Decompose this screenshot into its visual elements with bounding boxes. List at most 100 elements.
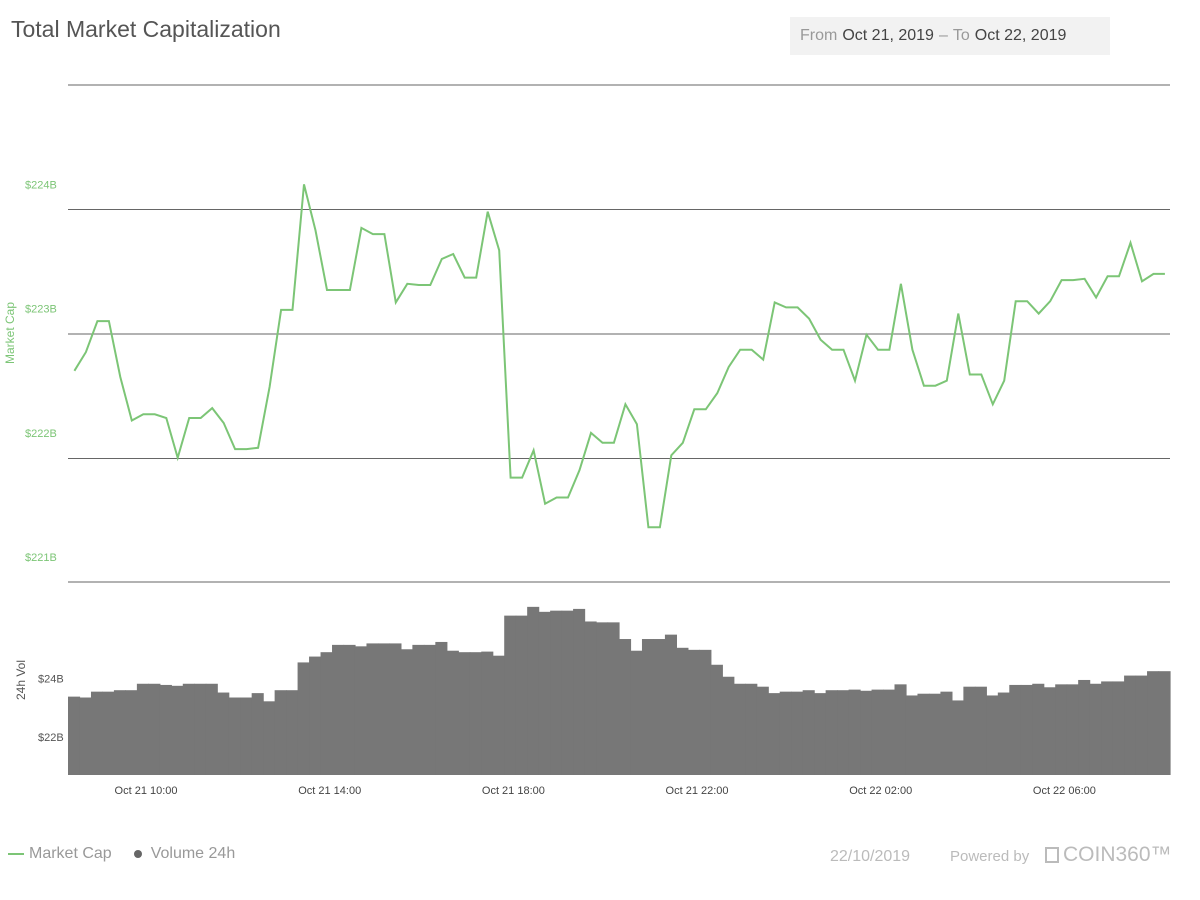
market-cap-y-tick-label: $221B bbox=[25, 552, 57, 564]
volume-bar bbox=[148, 683, 161, 775]
volume-bar bbox=[251, 693, 264, 775]
volume-bar bbox=[1158, 671, 1171, 775]
volume-bar bbox=[951, 700, 964, 775]
volume-bar bbox=[297, 662, 310, 775]
volume-bar bbox=[412, 644, 425, 775]
volume-bar bbox=[871, 689, 884, 775]
volume-bar bbox=[1020, 684, 1033, 775]
volume-bar bbox=[286, 690, 299, 775]
market-cap-swatch bbox=[8, 853, 24, 855]
brand-name: COIN360™ bbox=[1063, 843, 1172, 866]
volume-bar bbox=[458, 652, 471, 775]
volume-bar bbox=[515, 615, 528, 775]
volume-bar bbox=[68, 696, 81, 775]
legend-item-market-cap[interactable]: Market Cap bbox=[8, 845, 112, 863]
volume-bar bbox=[756, 686, 769, 775]
volume-bar bbox=[1066, 684, 1079, 775]
volume-bar bbox=[584, 621, 597, 775]
range-from-label: From bbox=[800, 27, 838, 44]
volume-y-tick-label: $22B bbox=[38, 732, 64, 744]
volume-bar bbox=[263, 701, 276, 775]
volume-bar bbox=[400, 649, 413, 775]
volume-bar bbox=[1032, 683, 1045, 775]
volume-bar bbox=[217, 692, 230, 775]
volume-bar bbox=[492, 655, 505, 775]
volume-bar bbox=[79, 697, 92, 775]
volume-bar bbox=[274, 690, 287, 775]
volume-bar bbox=[722, 676, 735, 775]
chart-title: Total Market Capitalization bbox=[11, 16, 281, 42]
volume-bar bbox=[986, 695, 999, 775]
coin360-logo-icon bbox=[1045, 847, 1059, 863]
volume-bar bbox=[481, 651, 494, 775]
legend-item-volume[interactable]: Volume 24h bbox=[133, 845, 235, 863]
footer-date: 22/10/2019 bbox=[830, 848, 911, 865]
volume-bar bbox=[676, 647, 689, 775]
volume-bar bbox=[974, 686, 987, 775]
volume-bar bbox=[837, 690, 850, 775]
volume-bar bbox=[699, 649, 712, 775]
volume-bar bbox=[354, 646, 368, 775]
volume-bar bbox=[538, 611, 551, 775]
volume-bar bbox=[504, 615, 517, 775]
volume-axis-label: 24h Vol bbox=[14, 660, 28, 700]
volume-bar bbox=[90, 691, 104, 775]
volume-bar bbox=[309, 656, 322, 775]
volume-bar bbox=[228, 697, 241, 775]
volume-bar bbox=[1089, 683, 1102, 775]
volume-bar bbox=[102, 691, 115, 775]
volume-bar bbox=[113, 690, 126, 775]
volume-bar bbox=[389, 643, 402, 775]
volume-bar bbox=[664, 634, 677, 775]
date-range-selector[interactable]: From Oct 21, 2019 – To Oct 22, 2019 bbox=[790, 17, 1110, 55]
range-from-date[interactable]: Oct 21, 2019 bbox=[842, 27, 934, 44]
legend: Market Cap Volume 24h bbox=[8, 845, 257, 863]
volume-bar bbox=[940, 691, 953, 775]
x-tick-label: Oct 21 14:00 bbox=[298, 785, 361, 797]
volume-bar bbox=[894, 684, 907, 775]
volume-bar bbox=[963, 686, 976, 775]
volume-bar bbox=[768, 693, 781, 775]
volume-bar bbox=[630, 650, 643, 775]
volume-bar bbox=[171, 685, 184, 775]
volume-bar bbox=[596, 622, 609, 775]
volume-bar bbox=[125, 690, 138, 775]
range-separator: – bbox=[938, 27, 948, 44]
volume-bar bbox=[182, 683, 195, 775]
volume-bar bbox=[791, 691, 804, 775]
x-tick-label: Oct 21 10:00 bbox=[115, 785, 178, 797]
grid-lines bbox=[68, 84, 1170, 583]
volume-bar bbox=[240, 697, 253, 775]
volume-bar bbox=[320, 652, 333, 775]
volume-bar bbox=[997, 692, 1010, 775]
volume-bar bbox=[527, 606, 540, 775]
volume-bar bbox=[687, 649, 700, 775]
volume-bars bbox=[68, 606, 1171, 775]
volume-bar bbox=[653, 639, 666, 775]
volume-bar bbox=[860, 690, 873, 775]
volume-bar bbox=[469, 652, 482, 775]
range-to-date[interactable]: Oct 22, 2019 bbox=[974, 27, 1067, 44]
volume-bar bbox=[205, 683, 218, 775]
volume-bar bbox=[423, 644, 436, 775]
volume-bar bbox=[435, 641, 448, 775]
market-cap-axis-label: Market Cap bbox=[3, 302, 17, 364]
volume-bar bbox=[1112, 681, 1125, 775]
volume-bar bbox=[641, 639, 655, 775]
volume-bar bbox=[1078, 679, 1091, 775]
x-tick-label: Oct 21 18:00 bbox=[482, 785, 545, 797]
volume-bar bbox=[136, 683, 149, 775]
volume-swatch bbox=[133, 850, 142, 858]
x-tick-label: Oct 22 06:00 bbox=[1033, 785, 1096, 797]
market-cap-line bbox=[73, 184, 1165, 529]
volume-bar bbox=[928, 693, 942, 775]
x-tick-label: Oct 22 02:00 bbox=[849, 785, 912, 797]
volume-bar bbox=[561, 610, 574, 775]
volume-bar bbox=[1147, 671, 1160, 775]
brand-logo[interactable]: COIN360™ bbox=[1045, 843, 1172, 867]
volume-bar bbox=[745, 683, 758, 775]
range-to-label: To bbox=[952, 27, 970, 44]
volume-bar bbox=[710, 664, 723, 775]
volume-bar bbox=[802, 690, 815, 775]
volume-bar bbox=[607, 622, 620, 775]
